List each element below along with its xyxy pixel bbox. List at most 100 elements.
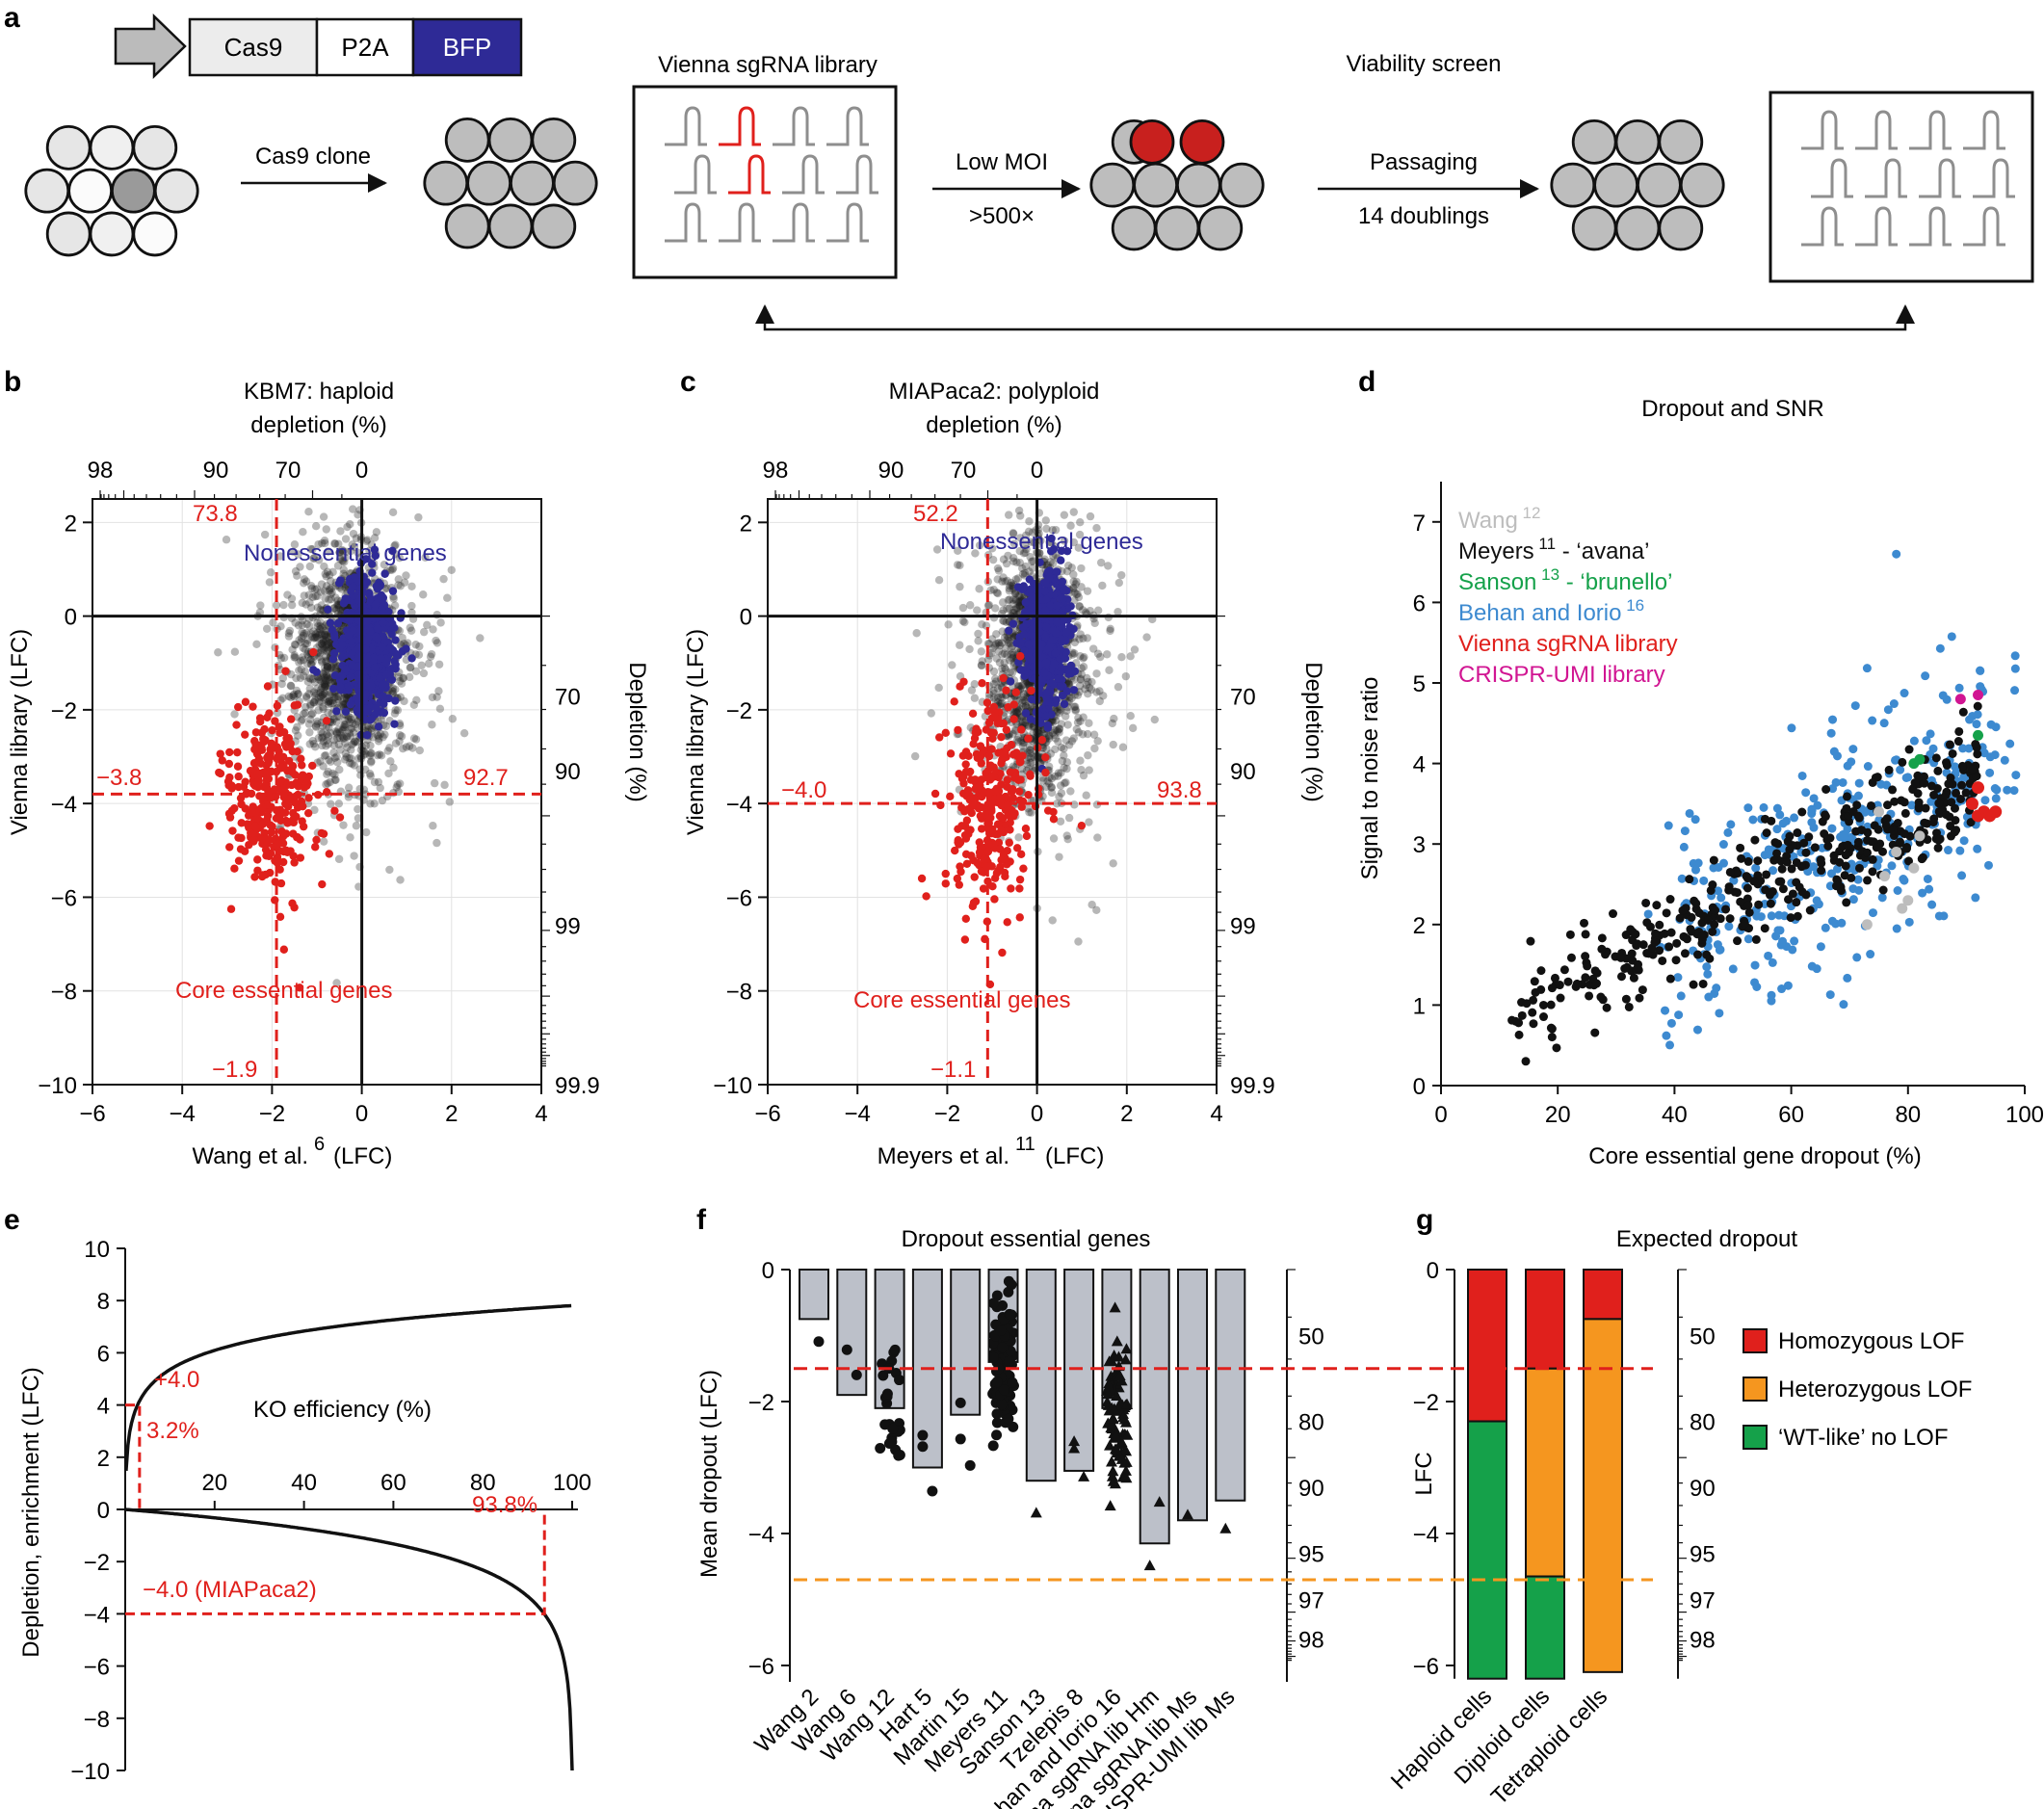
data-point: [439, 574, 448, 584]
x-tick-label: 0: [1031, 1101, 1043, 1127]
data-point: [1015, 913, 1024, 922]
data-point: [941, 728, 950, 738]
data-point: [1054, 772, 1062, 780]
data-point: [279, 727, 289, 737]
data-point: [303, 808, 313, 818]
data-point: [973, 606, 982, 615]
data-point: [990, 895, 999, 904]
data-point: [376, 673, 384, 683]
data-point: [339, 821, 348, 829]
data-point: [279, 945, 289, 954]
data-point: [391, 660, 400, 669]
data-point: [298, 715, 307, 724]
construct-p2a-box: [315, 17, 415, 77]
data-point: [346, 718, 354, 726]
y-tick-label: −10: [713, 1073, 752, 1099]
data-point: [249, 702, 257, 711]
cell-7: [45, 211, 92, 257]
data-point: [337, 653, 347, 662]
sgrna-icon: [1801, 206, 1844, 247]
data-point: [342, 752, 352, 762]
data-point: [318, 623, 327, 632]
data-point: [318, 879, 327, 889]
data-point: [364, 707, 373, 717]
data-point: [1090, 618, 1099, 628]
data-point: [333, 695, 342, 704]
data-point: [448, 715, 458, 723]
data-point: [317, 828, 327, 838]
data-point: [961, 760, 970, 769]
data-point: [322, 780, 330, 789]
cell-4: [1593, 162, 1638, 208]
library-title: Vienna sgRNA library: [658, 52, 878, 78]
data-point: [1086, 511, 1095, 521]
data-point: [1041, 606, 1050, 615]
data-point: [948, 661, 956, 669]
data-point: [434, 687, 443, 695]
y-tick-label: 0: [740, 605, 752, 631]
data-point: [393, 706, 403, 715]
data-point: [298, 616, 307, 625]
data-point: [366, 772, 375, 780]
data-point: [292, 812, 301, 822]
data-point: [319, 837, 328, 846]
x-tick-label: −2: [934, 1101, 960, 1127]
data-point: [977, 867, 986, 876]
data-point: [335, 728, 344, 737]
data-point: [320, 690, 329, 698]
data-point: [230, 803, 239, 813]
data-point: [961, 767, 971, 776]
data-point: [297, 665, 305, 674]
data-point: [941, 879, 950, 888]
data-point: [946, 792, 955, 801]
sgrna-icon: [773, 106, 815, 146]
data-point: [333, 562, 343, 570]
cell-4: [67, 168, 113, 214]
construct-p2a: P2A: [341, 33, 389, 62]
data-point: [946, 749, 956, 758]
data-point: [291, 653, 300, 662]
data-point: [1007, 884, 1015, 893]
data-point: [1060, 751, 1068, 760]
data-point: [956, 561, 964, 570]
panel-c-points: [910, 506, 1159, 989]
data-point: [258, 802, 268, 812]
data-point: [339, 700, 348, 710]
data-point: [317, 733, 327, 743]
data-point: [1085, 818, 1093, 826]
data-point: [974, 629, 983, 639]
data-point: [1084, 750, 1092, 760]
data-point: [322, 751, 330, 760]
data-point: [445, 798, 455, 806]
data-point: [294, 690, 302, 698]
data-point: [328, 684, 338, 694]
data-point: [941, 869, 950, 878]
data-point: [294, 782, 302, 791]
data-point: [319, 635, 328, 644]
data-point: [961, 914, 971, 923]
x-tick-label: 0: [355, 1101, 368, 1127]
right-tick-label: 99: [1230, 914, 1256, 940]
panel-c-ann-top: 52.2: [913, 501, 958, 527]
cell-2: [1179, 118, 1225, 165]
data-point: [387, 686, 397, 695]
sgrna-icon: [1801, 110, 1844, 150]
data-point: [1076, 756, 1085, 765]
data-point: [327, 584, 336, 592]
data-point: [290, 799, 300, 807]
data-point: [394, 575, 403, 584]
panel-c-label-nonessential: Nonessential genes: [940, 529, 1143, 555]
data-point: [1093, 833, 1102, 842]
data-point: [1109, 740, 1117, 749]
x-tick-label: −4: [170, 1101, 196, 1127]
data-point: [367, 758, 376, 767]
data-point: [1073, 718, 1083, 727]
data-point: [1051, 648, 1060, 658]
data-point: [476, 634, 485, 642]
data-point: [329, 604, 338, 613]
data-point: [1043, 723, 1052, 732]
step-doublings: 14 doublings: [1358, 203, 1489, 229]
data-point: [1009, 619, 1018, 628]
data-point: [1062, 627, 1071, 637]
data-point: [258, 820, 268, 828]
